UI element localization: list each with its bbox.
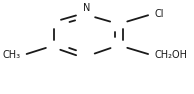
Text: Cl: Cl	[155, 9, 164, 19]
Text: N: N	[83, 3, 90, 13]
Text: CH₂OH: CH₂OH	[155, 50, 188, 60]
Text: CH₃: CH₃	[2, 50, 20, 60]
